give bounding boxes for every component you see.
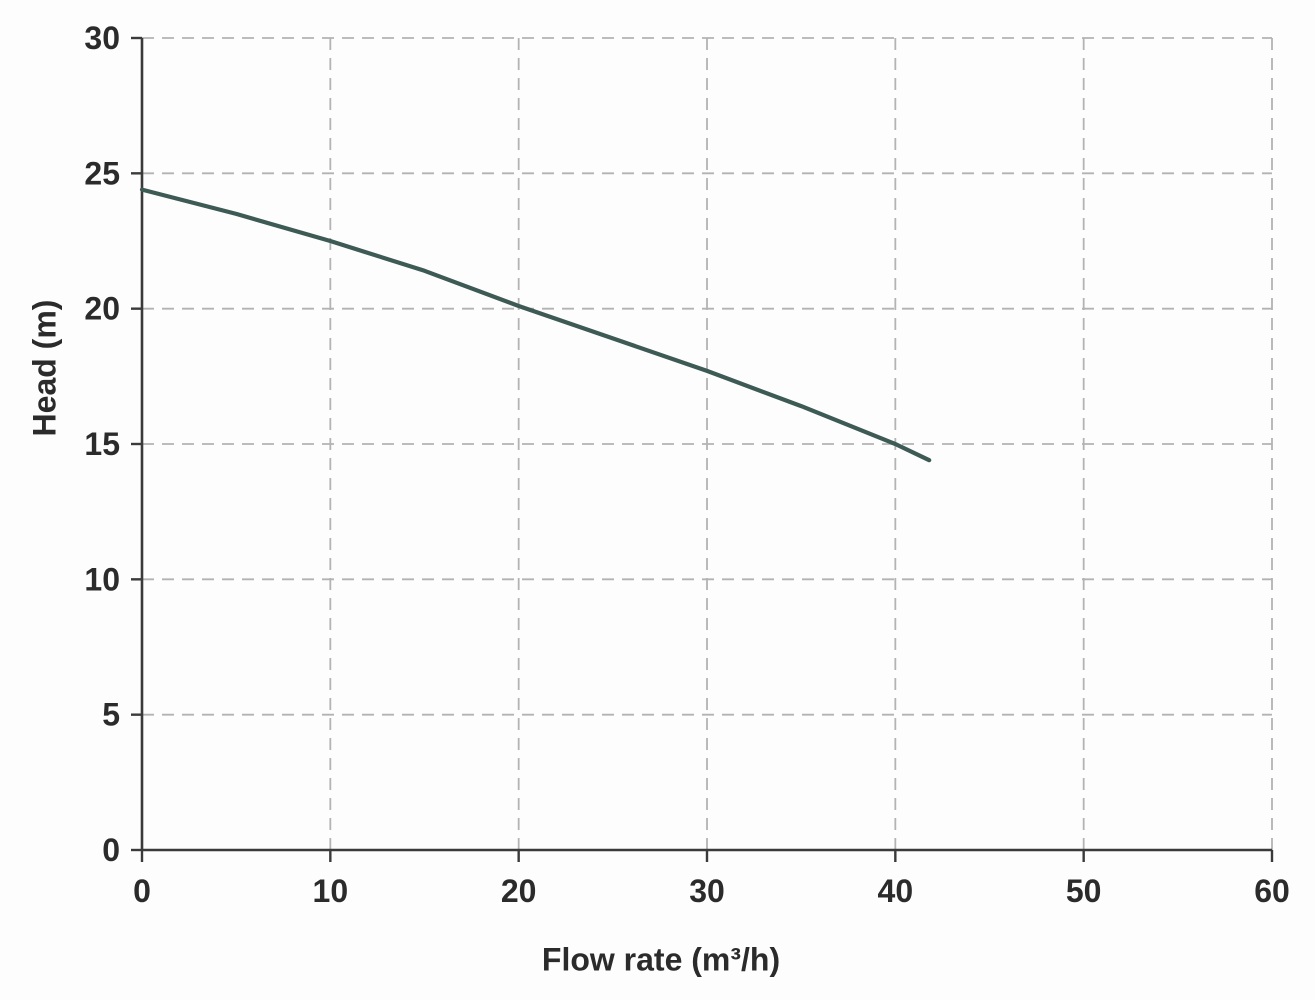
head-vs-flow-curve [139, 187, 932, 463]
x-tick-label: 50 [1066, 873, 1102, 909]
y-tick-label: 10 [84, 561, 120, 597]
x-tick-label: 30 [689, 873, 725, 909]
x-tick-label: 10 [313, 873, 349, 909]
y-tick-label: 25 [84, 155, 120, 191]
y-tick-label: 20 [84, 291, 120, 327]
x-tick-label: 0 [133, 873, 151, 909]
y-axis-title: Head (m) [26, 299, 63, 437]
x-axis-title: Flow rate (m³/h) [541, 941, 781, 978]
x-tick-label: 20 [501, 873, 537, 909]
y-tick-label: 30 [84, 20, 120, 56]
y-tick-label: 15 [84, 426, 120, 462]
y-tick-label: 5 [102, 697, 120, 733]
y-tick-label: 0 [102, 832, 120, 868]
x-tick-label: 60 [1254, 873, 1290, 909]
x-tick-label: 40 [878, 873, 914, 909]
